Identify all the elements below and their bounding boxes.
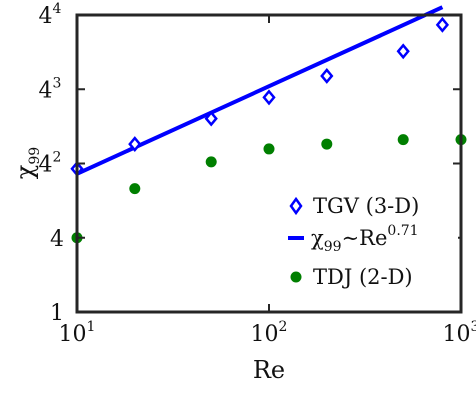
y-tick-label-base: 4	[50, 227, 64, 252]
legend-label-tdj: TDJ (2-D)	[313, 265, 413, 289]
y-tick-label-exponent: 3	[53, 75, 62, 91]
x-tick-label-base: 10	[443, 322, 471, 347]
tgv-point	[396, 43, 410, 60]
legend-label-fit: χ99∼Re0.71	[311, 223, 419, 255]
y-tick-label-base: 1	[50, 301, 64, 326]
tdj-point	[205, 156, 217, 168]
tdj-point	[129, 183, 141, 195]
tgv-point	[262, 89, 276, 106]
x-tick-label-exponent: 1	[87, 319, 96, 335]
tgv-point	[320, 68, 334, 84]
y-tick-label-base: 4	[39, 78, 53, 103]
y-axis-label: χ99	[11, 147, 43, 179]
tdj-point	[321, 138, 333, 150]
y-tick-label: 4	[50, 227, 64, 252]
legend-box	[276, 193, 458, 299]
y-tick-label: 44	[39, 1, 62, 29]
x-tick-label: 103	[443, 319, 476, 347]
x-axis-label: Re	[253, 356, 285, 384]
tgv-point	[204, 110, 218, 127]
y-tick-label-base: 4	[39, 4, 53, 29]
y-axis-label-base: χ	[11, 164, 39, 179]
legend-label-fit-mid: ∼Re	[342, 226, 388, 250]
tdj-point	[263, 143, 275, 155]
y-tick-label-exponent: 4	[53, 1, 62, 17]
x-tick-label-exponent: 3	[471, 319, 476, 335]
legend-label-fit-subscript: 99	[324, 239, 342, 255]
x-tick-label-base: 10	[59, 322, 87, 347]
x-tick-label-base: 10	[251, 322, 279, 347]
y-tick-label: 1	[50, 301, 64, 326]
legend: TGV (3-D) χ99∼Re0.71 TDJ (2-D)	[276, 193, 458, 299]
legend-marker-tdj	[290, 271, 302, 283]
y-tick-label: 42	[39, 150, 62, 178]
x-tick-label: 101	[59, 319, 96, 347]
x-tick-label: 102	[251, 319, 288, 347]
legend-label-tgv: TGV (3-D)	[313, 194, 419, 218]
legend-marker-tgv	[289, 196, 303, 216]
tgv-point	[435, 16, 450, 33]
y-tick-label-base: 4	[39, 153, 53, 178]
x-tick-label-exponent: 2	[279, 319, 288, 335]
y-tick-label: 43	[39, 75, 62, 103]
tdj-point	[397, 134, 409, 146]
legend-label-fit-exponent: 0.71	[387, 223, 418, 239]
y-axis-label-subscript: 99	[27, 147, 43, 165]
y-tick-label-exponent: 2	[53, 150, 62, 166]
tgv-point	[128, 136, 142, 153]
legend-label-fit-base: χ	[311, 226, 324, 250]
